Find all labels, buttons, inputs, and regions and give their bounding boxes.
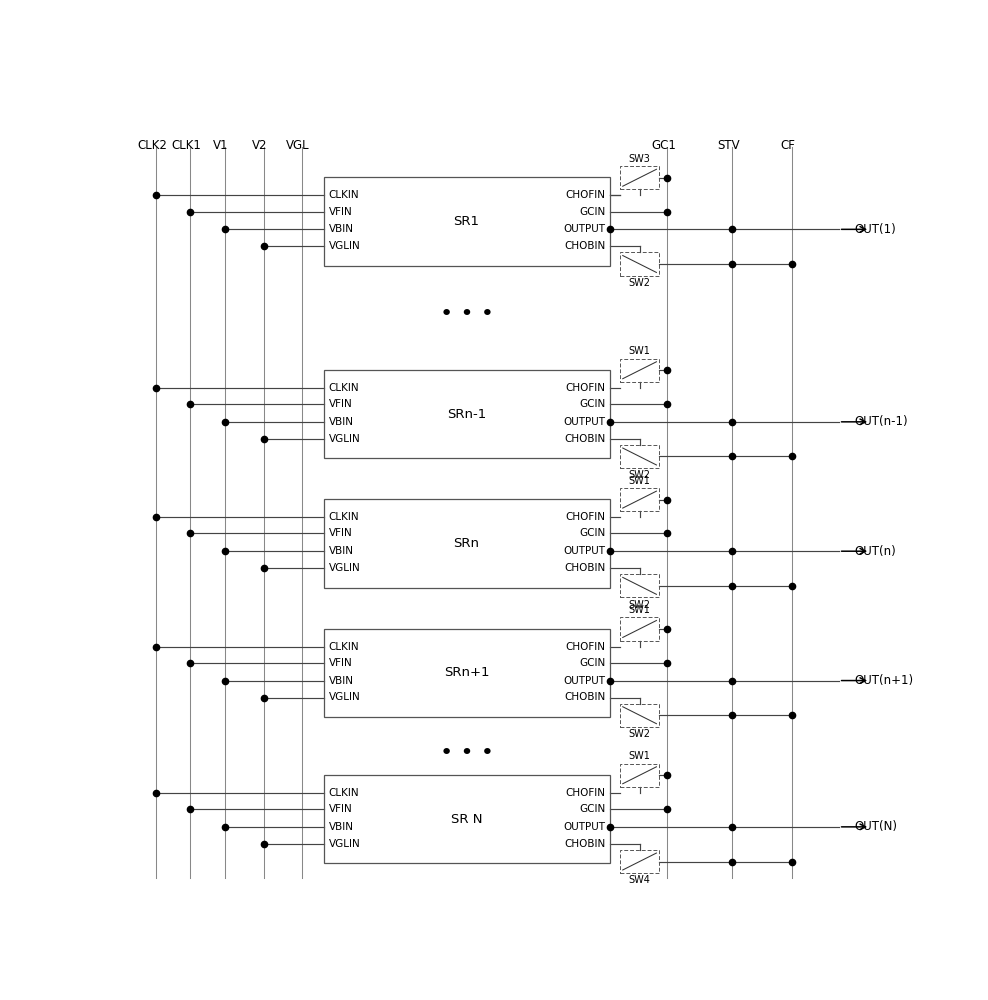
- Text: CF: CF: [781, 139, 795, 152]
- Text: • • •: • • •: [440, 304, 494, 324]
- Text: CHOFIN: CHOFIN: [565, 788, 605, 798]
- Bar: [324, 177, 610, 266]
- Text: GC1: GC1: [651, 139, 676, 152]
- Text: VBIN: VBIN: [329, 676, 354, 686]
- Text: V2: V2: [252, 139, 268, 152]
- Text: VFIN: VFIN: [329, 528, 353, 538]
- Text: CLKIN: CLKIN: [329, 788, 360, 798]
- Text: VBIN: VBIN: [329, 822, 354, 832]
- Bar: [619, 574, 660, 597]
- Text: OUTPUT: OUTPUT: [563, 822, 605, 832]
- Bar: [324, 499, 610, 588]
- Text: SRn-1: SRn-1: [447, 408, 486, 421]
- Text: CHOFIN: CHOFIN: [565, 190, 605, 200]
- Text: GCIN: GCIN: [579, 528, 605, 538]
- Text: CHOBIN: CHOBIN: [564, 693, 605, 703]
- Text: OUT(n-1): OUT(n-1): [855, 415, 908, 428]
- Text: CHOFIN: CHOFIN: [565, 512, 605, 522]
- Text: GCIN: GCIN: [579, 399, 605, 409]
- Bar: [619, 166, 660, 189]
- Text: SW1: SW1: [628, 605, 650, 615]
- Bar: [619, 764, 660, 787]
- Text: SW4: SW4: [628, 875, 650, 885]
- Bar: [619, 617, 660, 641]
- Bar: [619, 359, 660, 382]
- Text: SR N: SR N: [451, 813, 482, 826]
- Text: CHOBIN: CHOBIN: [564, 434, 605, 444]
- Text: SRn: SRn: [453, 537, 479, 550]
- Text: CHOBIN: CHOBIN: [564, 241, 605, 251]
- Bar: [619, 704, 660, 727]
- Text: GCIN: GCIN: [579, 207, 605, 217]
- Text: OUT(n+1): OUT(n+1): [855, 674, 914, 687]
- Text: VBIN: VBIN: [329, 417, 354, 427]
- Text: VGLIN: VGLIN: [329, 434, 361, 444]
- Text: SW2: SW2: [628, 278, 650, 288]
- Text: SW2: SW2: [628, 600, 650, 610]
- Text: SW2: SW2: [628, 729, 650, 739]
- Text: CLKIN: CLKIN: [329, 642, 360, 652]
- Text: SW1: SW1: [628, 751, 650, 761]
- Text: VBIN: VBIN: [329, 224, 354, 234]
- Text: CHOFIN: CHOFIN: [565, 383, 605, 393]
- Bar: [619, 445, 660, 468]
- Bar: [324, 775, 610, 863]
- Text: CHOFIN: CHOFIN: [565, 642, 605, 652]
- Text: SRn+1: SRn+1: [444, 666, 489, 679]
- Text: CLK1: CLK1: [171, 139, 202, 152]
- Text: VGLIN: VGLIN: [329, 839, 361, 849]
- Text: OUTPUT: OUTPUT: [563, 224, 605, 234]
- Text: CHOBIN: CHOBIN: [564, 563, 605, 573]
- Text: OUTPUT: OUTPUT: [563, 546, 605, 556]
- Text: SR1: SR1: [453, 215, 479, 228]
- Text: OUTPUT: OUTPUT: [563, 417, 605, 427]
- Bar: [619, 252, 660, 276]
- Text: VGLIN: VGLIN: [329, 241, 361, 251]
- Text: OUTPUT: OUTPUT: [563, 676, 605, 686]
- Bar: [324, 629, 610, 717]
- Text: VFIN: VFIN: [329, 399, 353, 409]
- Text: GCIN: GCIN: [579, 804, 605, 814]
- Text: OUT(1): OUT(1): [855, 223, 896, 236]
- Text: VBIN: VBIN: [329, 546, 354, 556]
- Text: VFIN: VFIN: [329, 207, 353, 217]
- Text: CHOBIN: CHOBIN: [564, 839, 605, 849]
- Text: CLKIN: CLKIN: [329, 512, 360, 522]
- Text: • • •: • • •: [440, 743, 494, 763]
- Text: CLKIN: CLKIN: [329, 190, 360, 200]
- Text: OUT(N): OUT(N): [855, 820, 898, 833]
- Text: OUT(n): OUT(n): [855, 545, 896, 558]
- Text: SW1: SW1: [628, 476, 650, 486]
- Text: VFIN: VFIN: [329, 658, 353, 668]
- Text: CLK2: CLK2: [137, 139, 168, 152]
- Bar: [619, 850, 660, 873]
- Text: SW3: SW3: [628, 154, 650, 164]
- Text: V1: V1: [213, 139, 228, 152]
- Text: STV: STV: [717, 139, 740, 152]
- Text: VFIN: VFIN: [329, 804, 353, 814]
- Text: VGLIN: VGLIN: [329, 563, 361, 573]
- Bar: [619, 488, 660, 511]
- Text: CLKIN: CLKIN: [329, 383, 360, 393]
- Text: GCIN: GCIN: [579, 658, 605, 668]
- Text: SW2: SW2: [628, 470, 650, 480]
- Text: SW1: SW1: [628, 346, 650, 356]
- Text: VGL: VGL: [287, 139, 310, 152]
- Bar: [324, 370, 610, 458]
- Text: VGLIN: VGLIN: [329, 693, 361, 703]
